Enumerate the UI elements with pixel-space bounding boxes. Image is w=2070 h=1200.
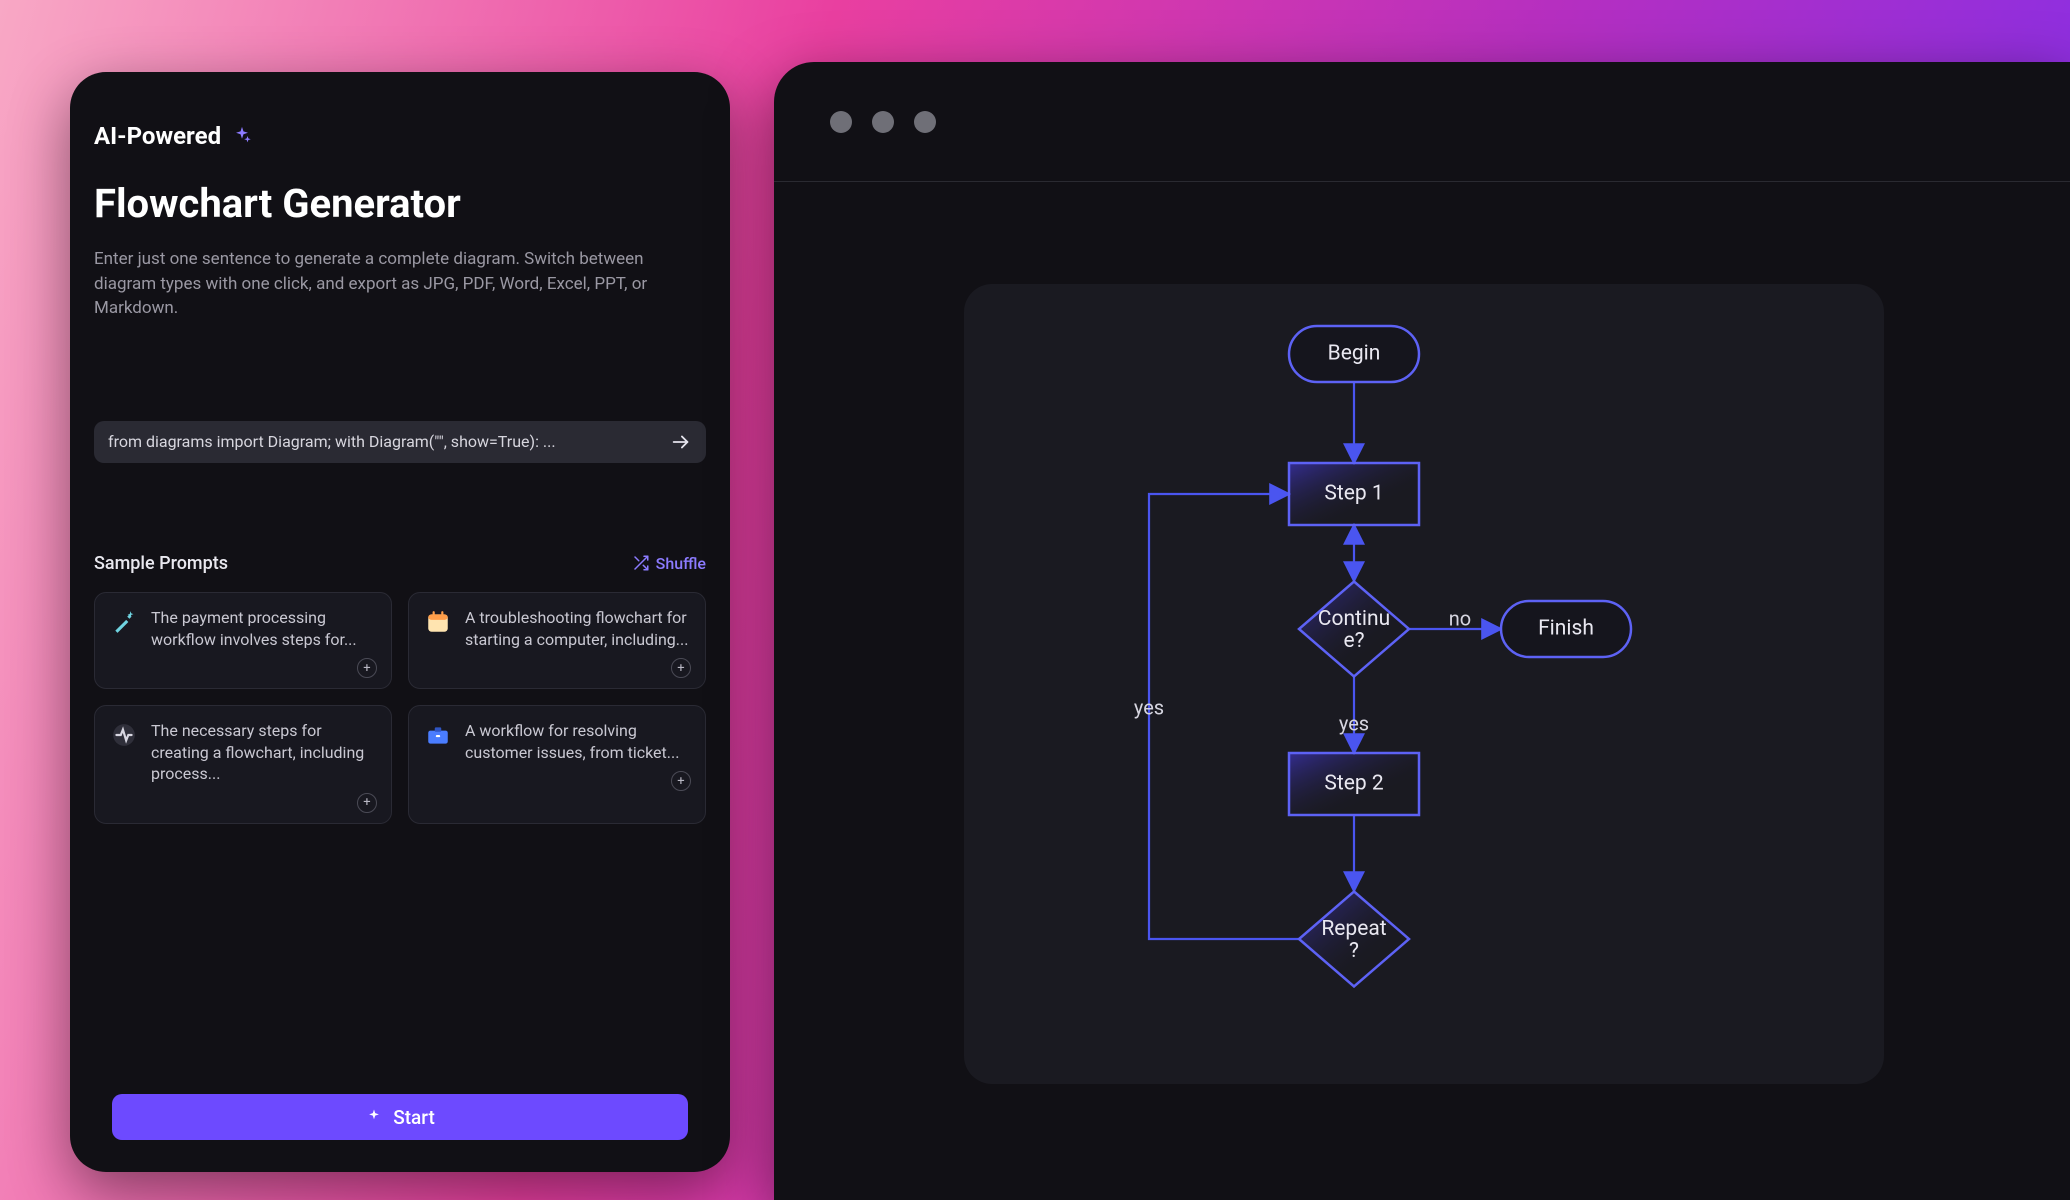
preview-panel: noyesyesBeginStep 1Continue?FinishStep 2… xyxy=(774,62,2070,1200)
sample-card[interactable]: A workflow for resolving customer issues… xyxy=(408,705,706,824)
flowchart-canvas: noyesyesBeginStep 1Continue?FinishStep 2… xyxy=(964,284,1884,1084)
start-button[interactable]: Start xyxy=(112,1094,688,1140)
prompt-input[interactable]: from diagrams import Diagram; with Diagr… xyxy=(94,421,706,463)
svg-text:yes: yes xyxy=(1134,695,1164,719)
sample-card[interactable]: The necessary steps for creating a flowc… xyxy=(94,705,392,824)
sample-card[interactable]: A troubleshooting flowchart for starting… xyxy=(408,592,706,689)
flowchart-svg: noyesyesBeginStep 1Continue?FinishStep 2… xyxy=(964,284,1884,1084)
sample-card[interactable]: The payment processing workflow involves… xyxy=(94,592,392,689)
add-icon[interactable]: + xyxy=(357,793,377,813)
add-icon[interactable]: + xyxy=(671,658,691,678)
prompt-text: from diagrams import Diagram; with Diagr… xyxy=(108,432,658,451)
sample-text: A workflow for resolving customer issues… xyxy=(465,720,691,763)
activity-icon xyxy=(109,720,139,750)
start-label: Start xyxy=(393,1106,435,1129)
svg-text:Begin: Begin xyxy=(1328,342,1381,366)
sample-text: The payment processing workflow involves… xyxy=(151,607,377,650)
page-subtitle: Enter just one sentence to generate a co… xyxy=(94,247,706,321)
window-controls xyxy=(774,62,2070,182)
calendar-icon xyxy=(423,607,453,637)
svg-text:no: no xyxy=(1449,606,1471,630)
shuffle-button[interactable]: Shuffle xyxy=(632,554,706,573)
svg-text:yes: yes xyxy=(1339,711,1369,735)
sample-cards: The payment processing workflow involves… xyxy=(94,592,706,824)
traffic-dot xyxy=(830,111,852,133)
briefcase-icon xyxy=(423,720,453,750)
sparkle-icon xyxy=(231,125,253,147)
svg-text:Finish: Finish xyxy=(1538,617,1594,641)
submit-arrow-icon[interactable] xyxy=(670,431,692,453)
traffic-dot xyxy=(872,111,894,133)
wand-icon xyxy=(109,607,139,637)
page-title: Flowchart Generator xyxy=(94,180,706,227)
badge-label: AI-Powered xyxy=(94,122,221,150)
traffic-dot xyxy=(914,111,936,133)
sample-title: Sample Prompts xyxy=(94,553,228,574)
sample-text: The necessary steps for creating a flowc… xyxy=(151,720,377,785)
sample-header: Sample Prompts Shuffle xyxy=(94,553,706,574)
badge-row: AI-Powered xyxy=(94,122,706,150)
shuffle-label: Shuffle xyxy=(656,554,706,573)
sample-text: A troubleshooting flowchart for starting… xyxy=(465,607,691,650)
add-icon[interactable]: + xyxy=(357,658,377,678)
add-icon[interactable]: + xyxy=(671,771,691,791)
svg-text:Step 2: Step 2 xyxy=(1324,772,1383,796)
svg-text:Step 1: Step 1 xyxy=(1324,482,1383,506)
generator-panel: AI-Powered Flowchart Generator Enter jus… xyxy=(70,72,730,1172)
